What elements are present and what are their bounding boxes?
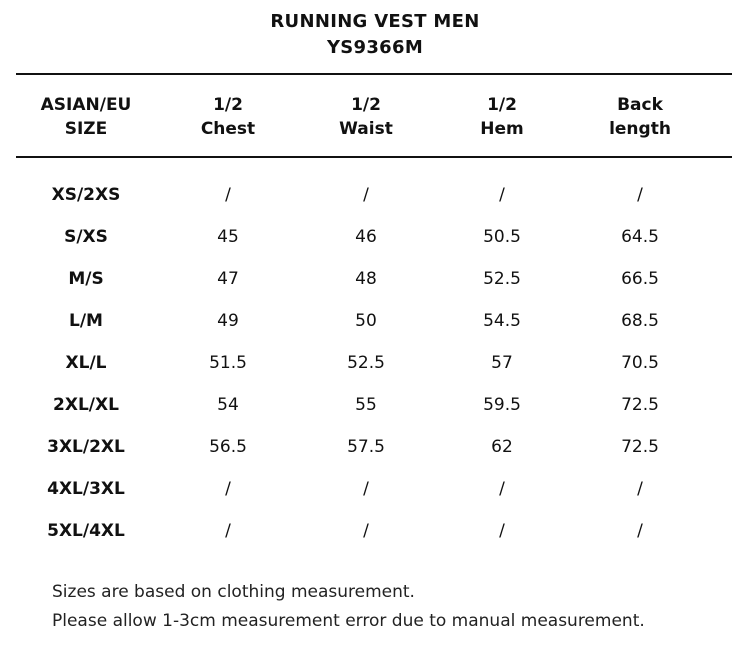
back-length-value: / bbox=[637, 185, 643, 205]
hem-value: 54.5 bbox=[483, 311, 521, 331]
chest-value: / bbox=[225, 185, 231, 205]
header-waist-line2: Waist bbox=[339, 119, 393, 139]
header-hem: 1/2 Hem bbox=[432, 93, 572, 141]
header-back-length-line2: length bbox=[609, 119, 671, 139]
hem-value: 62 bbox=[491, 437, 513, 457]
waist-value: 55 bbox=[355, 395, 377, 415]
size-label: S/XS bbox=[64, 227, 108, 247]
size-label: 2XL/XL bbox=[53, 395, 119, 415]
header-size: ASIAN/EU SIZE bbox=[16, 93, 156, 141]
header-back-length-line1: Back bbox=[617, 95, 663, 115]
back-length-value: / bbox=[637, 521, 643, 541]
table-row: XS/2XS / / / / bbox=[0, 174, 750, 216]
header-chest-line1: 1/2 bbox=[213, 95, 243, 115]
table-header-rule bbox=[16, 156, 732, 158]
back-length-value: 64.5 bbox=[621, 227, 659, 247]
chest-value: 56.5 bbox=[209, 437, 247, 457]
size-label: XS/2XS bbox=[51, 185, 121, 205]
table-row: L/M 49 50 54.5 68.5 bbox=[0, 300, 750, 342]
back-length-value: 68.5 bbox=[621, 311, 659, 331]
header-back-length: Back length bbox=[570, 93, 710, 141]
hem-value: 52.5 bbox=[483, 269, 521, 289]
waist-value: 50 bbox=[355, 311, 377, 331]
header-chest: 1/2 Chest bbox=[158, 93, 298, 141]
hem-value: / bbox=[499, 185, 505, 205]
table-row: 3XL/2XL 56.5 57.5 62 72.5 bbox=[0, 426, 750, 468]
table-row: M/S 47 48 52.5 66.5 bbox=[0, 258, 750, 300]
table-top-rule bbox=[16, 73, 732, 75]
hem-value: / bbox=[499, 479, 505, 499]
back-length-value: 66.5 bbox=[621, 269, 659, 289]
waist-value: / bbox=[363, 521, 369, 541]
hem-value: 57 bbox=[491, 353, 513, 373]
back-length-value: 72.5 bbox=[621, 437, 659, 457]
header-chest-line2: Chest bbox=[200, 119, 256, 139]
size-label: 5XL/4XL bbox=[47, 521, 125, 541]
table-row: 4XL/3XL / / / / bbox=[0, 468, 750, 510]
waist-value: 52.5 bbox=[347, 353, 385, 373]
header-waist: 1/2 Waist bbox=[296, 93, 436, 141]
size-label: 4XL/3XL bbox=[47, 479, 125, 499]
note-measurement-basis: Sizes are based on clothing measurement. bbox=[52, 582, 415, 602]
waist-value: 46 bbox=[355, 227, 377, 247]
back-length-value: 72.5 bbox=[621, 395, 659, 415]
chest-value: / bbox=[225, 521, 231, 541]
size-label: 3XL/2XL bbox=[47, 437, 125, 457]
chest-value: 45 bbox=[217, 227, 239, 247]
size-label: L/M bbox=[69, 311, 103, 331]
header-waist-line1: 1/2 bbox=[351, 95, 381, 115]
header-size-line1: ASIAN/EU bbox=[40, 95, 132, 115]
waist-value: 57.5 bbox=[347, 437, 385, 457]
size-table-body: XS/2XS / / / / S/XS 45 46 50.5 64.5 M/S … bbox=[0, 174, 750, 552]
chest-value: 54 bbox=[217, 395, 239, 415]
size-label: XL/L bbox=[65, 353, 107, 373]
table-row: 2XL/XL 54 55 59.5 72.5 bbox=[0, 384, 750, 426]
chest-value: 49 bbox=[217, 311, 239, 331]
waist-value: / bbox=[363, 185, 369, 205]
header-hem-line1: 1/2 bbox=[487, 95, 517, 115]
back-length-value: / bbox=[637, 479, 643, 499]
table-row: XL/L 51.5 52.5 57 70.5 bbox=[0, 342, 750, 384]
table-row: S/XS 45 46 50.5 64.5 bbox=[0, 216, 750, 258]
back-length-value: 70.5 bbox=[621, 353, 659, 373]
chest-value: 51.5 bbox=[209, 353, 247, 373]
hem-value: / bbox=[499, 521, 505, 541]
chart-title: RUNNING VEST MEN bbox=[270, 11, 480, 32]
size-label: M/S bbox=[68, 269, 104, 289]
header-size-line2: SIZE bbox=[64, 119, 108, 139]
table-row: 5XL/4XL / / / / bbox=[0, 510, 750, 552]
chest-value: / bbox=[225, 479, 231, 499]
waist-value: / bbox=[363, 479, 369, 499]
model-code: YS9366M bbox=[326, 37, 424, 58]
hem-value: 59.5 bbox=[483, 395, 521, 415]
hem-value: 50.5 bbox=[483, 227, 521, 247]
header-hem-line2: Hem bbox=[480, 119, 524, 139]
chest-value: 47 bbox=[217, 269, 239, 289]
note-measurement-error: Please allow 1-3cm measurement error due… bbox=[52, 611, 645, 631]
waist-value: 48 bbox=[355, 269, 377, 289]
